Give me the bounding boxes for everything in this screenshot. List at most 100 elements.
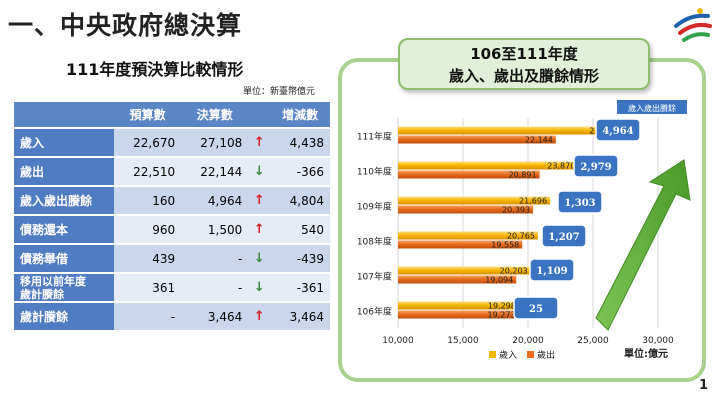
column-header: 決算數 (181, 102, 249, 127)
table-row: 歲入歲出賸餘 160 4,964 ↑ 4,804 (14, 187, 330, 214)
surplus-value-label: 1,109 (536, 266, 567, 277)
row-label: 歲出 (14, 158, 114, 185)
table-row: 債務還本 960 1,500 ↑ 540 (14, 216, 330, 243)
actual-cell: - (181, 274, 249, 301)
table-row: 債務舉借 439- ↓ -439 (14, 245, 330, 272)
growth-arrow-icon (595, 159, 691, 331)
surplus-value-label: 2,979 (580, 162, 611, 173)
surplus-box (513, 296, 559, 320)
bar-data-label: 20,891 (509, 171, 537, 180)
diff-cell: -366 (270, 158, 330, 185)
category-label: 111年度 (357, 131, 392, 143)
revenue-bar (398, 196, 551, 205)
budget-cell: 361 (114, 274, 182, 301)
table-subtitle: 111年度預決算比較情形 (66, 60, 244, 79)
actual-cell: 4,964 (181, 187, 249, 214)
surplus-value-label: 25 (529, 304, 543, 315)
bar-data-label: 20,203 (500, 267, 528, 276)
x-tick-label: 20,000 (512, 336, 544, 346)
bar-data-label: 20,393 (502, 206, 530, 215)
row-label: 歲入歲出賸餘 (14, 187, 114, 214)
diff-cell: 4,438 (270, 129, 330, 156)
expenditure-bar (398, 310, 519, 319)
bar-data-label: 19,558 (491, 241, 519, 250)
x-tick-label: 25,000 (577, 336, 609, 346)
surplus-legend-tag (617, 100, 687, 114)
bar-data-label: 22,144 (525, 136, 553, 145)
surplus-box (541, 224, 587, 248)
category-label: 107年度 (357, 271, 392, 283)
revenue-bar (398, 231, 538, 240)
x-tick-label: 10,000 (382, 336, 414, 346)
table-row: 歲計賸餘 -3,464 ↑ 3,464 (14, 303, 330, 330)
category-label: 106年度 (357, 306, 392, 318)
comparison-table: 預算數 決算數 增減數 歲入 22,670 27,108 ↑ 4,438 歲出 22,510… (14, 100, 330, 332)
arrow-down-icon: ↓ (248, 274, 271, 301)
row-label: 移用以前年度 歲計賸餘 (14, 274, 114, 301)
actual-cell: - (181, 245, 249, 272)
arrow-down-icon: ↓ (248, 158, 271, 185)
column-header: 預算數 (114, 102, 182, 127)
table-row: 移用以前年度 歲計賸餘 361- ↓ -361 (14, 274, 330, 301)
actual-cell: 27,108 (181, 129, 249, 156)
revenue-bar (398, 266, 531, 275)
revenue-bar (398, 126, 621, 135)
revenue-bar (398, 161, 579, 170)
budget-cell: - (114, 303, 182, 330)
x-tick-label: 30,000 (642, 336, 674, 346)
row-label: 歲入 (14, 129, 114, 156)
chart-title-line1: 106至111年度 (470, 45, 578, 63)
x-tick-label: 15,000 (447, 336, 479, 346)
arrow-up-icon: ↑ (248, 187, 271, 214)
surplus-box (557, 190, 603, 214)
budget-cell: 22,670 (114, 129, 182, 156)
expenditure-bar (398, 170, 540, 179)
actual-cell: 22,144 (181, 158, 249, 185)
bar-data-label: 23,870 (547, 162, 575, 171)
category-label: 109年度 (357, 201, 392, 213)
row-label: 歲計賸餘 (14, 303, 114, 330)
row-label-line: 歲計賸餘 (20, 287, 64, 301)
surplus-value-label: 1,207 (548, 232, 579, 243)
category-label: 108年度 (357, 236, 392, 248)
bar-data-label: 19,273 (488, 311, 516, 320)
surplus-box (529, 258, 575, 282)
column-header (14, 102, 114, 127)
surplus-value-label: 1,303 (564, 198, 595, 209)
diff-cell: -439 (270, 245, 330, 272)
table-header-row: 預算數 決算數 增減數 (14, 102, 330, 127)
legend-label-expenditure: 歲出 (537, 349, 555, 361)
page-number: 1 (699, 378, 709, 393)
chart-unit-label: 單位:億元 (624, 347, 668, 360)
diff-cell: 4,804 (270, 187, 330, 214)
column-header (248, 102, 271, 127)
diff-cell: -361 (270, 274, 330, 301)
expenditure-bar (398, 135, 556, 144)
arrow-down-icon: ↓ (248, 245, 271, 272)
actual-cell: 1,500 (181, 216, 249, 243)
category-label: 110年度 (357, 166, 392, 178)
bar-data-label: 19,298 (488, 302, 516, 311)
row-label: 債務還本 (14, 216, 114, 243)
actual-cell: 3,464 (181, 303, 249, 330)
arrow-up-icon: ↑ (248, 129, 271, 156)
table-row: 歲出 22,510 22,144 ↓ -366 (14, 158, 330, 185)
surplus-legend-label: 歲入歲出賸餘 (628, 103, 676, 113)
surplus-box (573, 154, 619, 178)
expenditure-bar (398, 275, 517, 284)
arrow-up-icon: ↑ (248, 303, 271, 330)
bar-data-label: 21,696 (519, 197, 547, 206)
logo-icon (674, 8, 712, 42)
budget-cell: 22,510 (114, 158, 182, 185)
budget-cell: 160 (114, 187, 182, 214)
page-title: 一、中央政府總決算 (8, 11, 243, 40)
column-header: 增減數 (270, 102, 330, 127)
legend-label-revenue: 歲入 (499, 349, 517, 361)
diff-cell: 3,464 (270, 303, 330, 330)
row-label: 債務舉借 (14, 245, 114, 272)
table-row: 歲入 22,670 27,108 ↑ 4,438 (14, 129, 330, 156)
surplus-box (595, 118, 641, 142)
legend-swatch-revenue (489, 351, 496, 358)
legend-swatch-expenditure (527, 351, 534, 358)
